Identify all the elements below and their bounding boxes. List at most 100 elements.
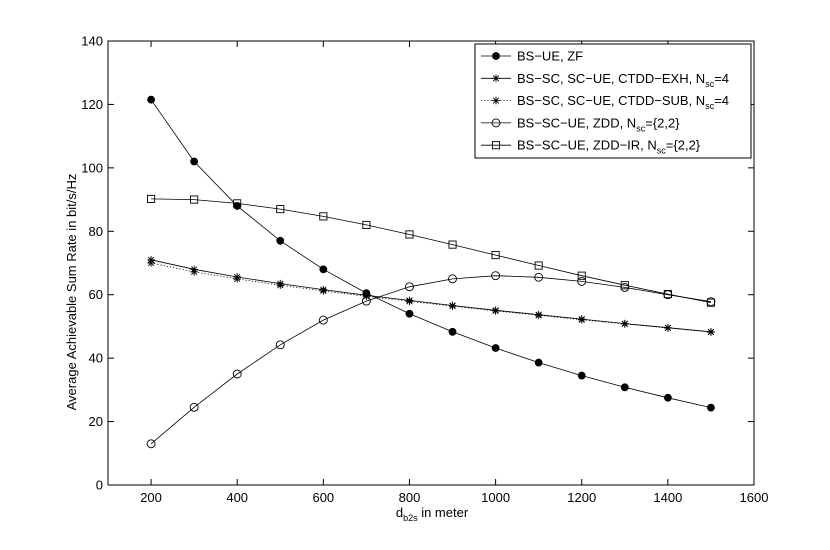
y-tick-label: 80 — [89, 224, 103, 239]
data-point-star — [492, 96, 500, 105]
series-3 — [147, 259, 715, 336]
data-point-star — [362, 292, 371, 301]
axis-labels: Average Achievable Sum Rate in bit/s/Hz … — [64, 174, 469, 523]
x-axis-label-subscript: b2s — [403, 513, 418, 523]
data-point-square — [147, 194, 156, 203]
legend-text-part: ={2,2} — [645, 115, 680, 130]
series-4 — [146, 271, 716, 449]
legend-entry-5: BS−SC−UE, ZDD−IR, Nsc={2,2} — [481, 138, 701, 156]
data-point-filled-circle — [663, 393, 672, 402]
legend-text-part: BS−SC, SC−UE, CTDD−SUB, N — [517, 93, 705, 108]
data-point-filled-circle — [492, 52, 500, 60]
legend-subscript: sc — [657, 146, 667, 156]
data-point-square — [276, 205, 285, 214]
data-point-filled-circle — [448, 327, 457, 336]
data-point-filled-circle — [620, 383, 629, 392]
data-point-square — [620, 281, 629, 290]
data-point-star — [621, 320, 629, 328]
data-point-square — [663, 290, 672, 299]
series-5 — [147, 194, 715, 307]
y-tick-label: 40 — [89, 351, 103, 366]
data-point-square — [534, 261, 543, 270]
legend-text-part: BS−SC−UE, ZDD, N — [517, 115, 636, 130]
x-tick-label: 600 — [312, 490, 334, 505]
legend-label: BS−UE, ZF — [517, 49, 583, 64]
data-point-open-circle — [491, 118, 501, 128]
data-point-filled-circle — [534, 358, 543, 367]
data-point-star — [577, 315, 586, 324]
series-line — [151, 262, 711, 333]
y-tick-label: 20 — [89, 414, 103, 429]
series-group — [146, 95, 716, 449]
data-point-open-circle — [146, 439, 156, 449]
x-axis-label-main: d — [396, 505, 403, 520]
legend-text-part: =4 — [714, 93, 729, 108]
data-point-open-circle — [275, 340, 285, 350]
data-point-square — [706, 298, 715, 307]
data-point-star — [319, 287, 328, 295]
y-tick-label: 60 — [89, 287, 103, 302]
data-point-square — [577, 271, 586, 280]
series-2 — [147, 256, 715, 336]
data-point-star — [233, 275, 241, 283]
data-point-open-circle — [534, 272, 544, 282]
data-point-filled-circle — [577, 371, 586, 380]
data-point-open-circle — [361, 296, 371, 306]
plot-frame — [107, 40, 755, 486]
legend-box — [474, 43, 752, 159]
data-point-star — [147, 259, 155, 267]
data-point-star — [491, 307, 500, 315]
data-point-square — [233, 199, 242, 208]
x-tick-label: 400 — [226, 490, 248, 505]
legend-text-part: ={2,2} — [666, 138, 701, 153]
data-point-square — [491, 251, 500, 260]
series-line — [150, 275, 711, 445]
y-tick-label: 100 — [81, 160, 103, 175]
data-point-open-circle — [448, 274, 457, 284]
x-tick-label: 1400 — [653, 490, 682, 505]
data-point-open-circle — [189, 402, 199, 412]
legend-text-part: BS−UE, ZF — [517, 49, 583, 64]
x-axis-label: db2s in meter — [396, 505, 469, 523]
data-point-star — [664, 324, 672, 332]
data-point-open-circle — [491, 271, 501, 281]
legend-label: BS−SC, SC−UE, CTDD−SUB, Nsc=4 — [517, 93, 729, 111]
data-point-star — [534, 311, 543, 320]
x-axis-label-rest: in meter — [418, 505, 469, 520]
series-1 — [147, 95, 715, 412]
data-point-star — [405, 297, 414, 306]
data-point-filled-circle — [405, 309, 414, 318]
data-point-filled-circle — [276, 236, 285, 245]
data-point-square — [405, 230, 414, 239]
data-point-open-circle — [405, 282, 414, 292]
x-tick-label: 1000 — [481, 490, 510, 505]
data-point-filled-circle — [491, 344, 500, 352]
data-point-star — [448, 302, 457, 310]
data-point-filled-circle — [190, 157, 199, 166]
data-point-open-circle — [232, 369, 242, 379]
data-point-star — [492, 74, 500, 83]
legend-label: BS−SC−UE, ZDD−IR, Nsc={2,2} — [517, 138, 701, 156]
legend-entry-4: BS−SC−UE, ZDD, Nsc={2,2} — [481, 115, 680, 133]
data-point-star — [190, 268, 198, 276]
data-point-star — [707, 328, 715, 336]
data-point-square — [362, 220, 371, 229]
data-point-open-circle — [318, 315, 328, 325]
legend-subscript: sc — [705, 101, 715, 111]
x-tick-label: 800 — [399, 490, 421, 505]
legend-entry-1: BS−UE, ZF — [481, 49, 583, 64]
data-point-square — [190, 195, 199, 204]
x-tick-label: 200 — [140, 490, 162, 505]
legend-entry-3: BS−SC, SC−UE, CTDD−SUB, Nsc=4 — [481, 93, 729, 111]
axes: 200 400 600 800 1000 1200 1400 1600 0 20 40 60 80 100… — [81, 34, 768, 506]
legend-subscript: sc — [705, 79, 715, 89]
data-point-open-circle — [577, 276, 587, 286]
data-point-square — [319, 212, 328, 221]
data-point-square — [448, 240, 457, 249]
legend-text-part: BS−SC, SC−UE, CTDD−EXH, N — [517, 71, 705, 86]
legend-entry-2: BS−SC, SC−UE, CTDD−EXH, Nsc=4 — [481, 71, 729, 89]
legend-label: BS−SC−UE, ZDD, Nsc={2,2} — [517, 115, 680, 133]
x-tick-label: 1600 — [740, 490, 769, 505]
